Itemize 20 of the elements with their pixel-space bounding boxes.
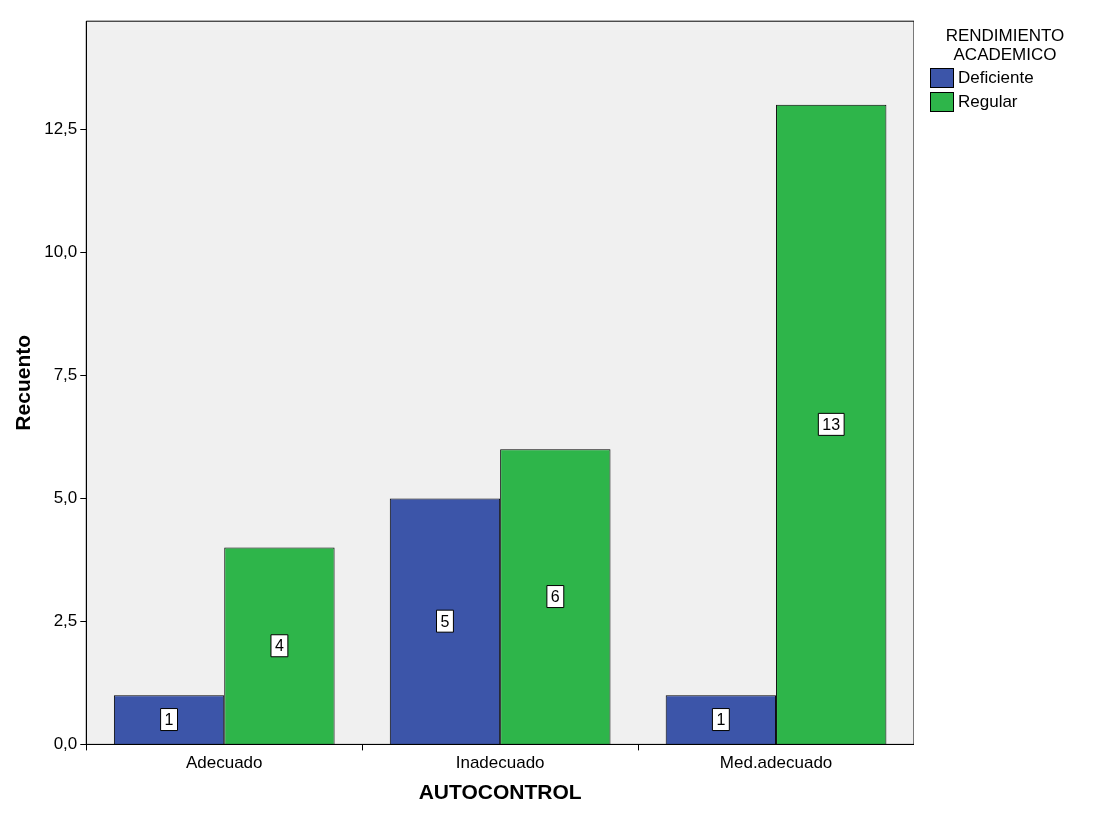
y-tick-label: 12,5 <box>44 119 78 139</box>
data-label: 13 <box>822 415 841 433</box>
data-label: 5 <box>440 612 450 630</box>
x-tick-label: Adecuado <box>185 753 263 773</box>
data-label: 1 <box>164 710 174 728</box>
data-label: 6 <box>550 587 560 605</box>
legend-label: Deficiente <box>958 68 1034 88</box>
y-axis-title: Recuento <box>11 334 35 431</box>
y-tick-label: 5,0 <box>53 488 78 508</box>
x-tick-label: Inadecuado <box>455 753 545 773</box>
legend-title: RENDIMIENTO ACADEMICO <box>944 26 1066 64</box>
data-label: 1 <box>716 710 726 728</box>
x-tick-label: Med.adecuado <box>719 753 833 773</box>
y-tick-label: 2,5 <box>53 611 78 631</box>
x-axis-title: AUTOCONTROL <box>418 780 582 804</box>
y-tick-label: 0,0 <box>53 734 78 754</box>
y-tick-label: 7,5 <box>53 365 78 385</box>
legend-label: Regular <box>958 92 1018 112</box>
y-tick-label: 10,0 <box>44 242 78 262</box>
data-label: 4 <box>274 637 284 655</box>
